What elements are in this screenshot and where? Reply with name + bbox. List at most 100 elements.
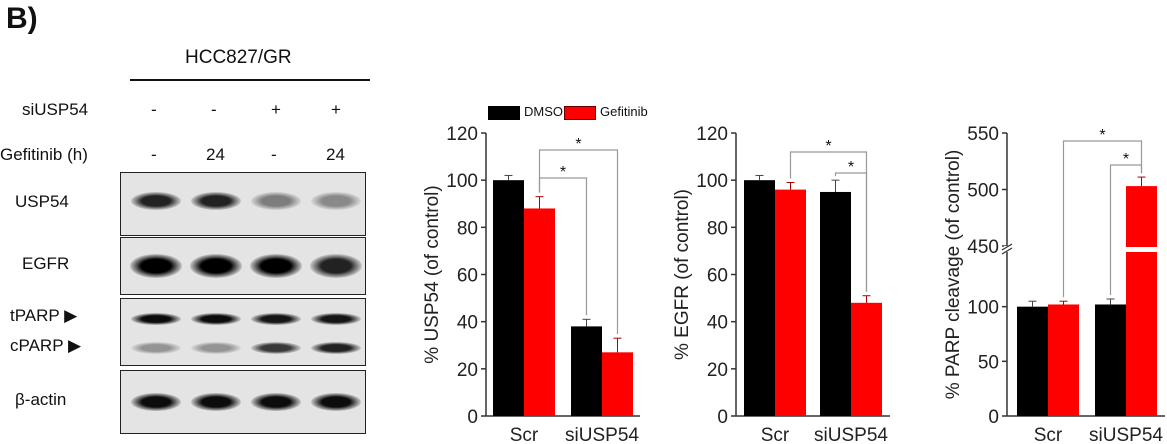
blot-row-value: 24 (206, 145, 225, 164)
bar (1048, 304, 1079, 416)
blot-row-label: siUSP54 (22, 100, 89, 119)
y-tick-label: 0 (467, 407, 478, 428)
blot-band (131, 192, 181, 210)
blot-panel (120, 370, 366, 434)
bar (1095, 304, 1126, 416)
blot-band (131, 393, 181, 411)
significance-bracket (1062, 140, 1143, 298)
blot-label: β-actin (15, 390, 67, 409)
blot-row-value: - (271, 145, 277, 164)
y-tick-label: 0 (717, 407, 728, 428)
y-tick-label: 450 (967, 237, 999, 258)
blot-row-value: 24 (326, 145, 345, 164)
bar (602, 352, 633, 416)
y-tick-label: 80 (707, 218, 728, 239)
x-tick-label: Scr (761, 425, 790, 444)
significance-bracket (538, 149, 619, 335)
y-tick-label: 20 (707, 360, 728, 381)
y-tick-label: 120 (446, 124, 478, 145)
axis-break-gap (1004, 246, 1012, 252)
significance-star: * (575, 136, 581, 153)
x-tick-label: siUSP54 (1089, 425, 1163, 444)
blot-row-value: - (211, 100, 217, 119)
bar (744, 180, 775, 416)
y-tick-label: 60 (457, 266, 478, 287)
x-tick-label: Scr (510, 425, 539, 444)
significance-bracket (1109, 164, 1143, 296)
bar (775, 189, 806, 416)
blot-row-value: + (271, 100, 281, 119)
bar-break-gap (1125, 247, 1158, 252)
blot-band (191, 393, 241, 411)
bar (1017, 306, 1048, 416)
y-tick-label: 100 (696, 171, 728, 192)
bar (524, 208, 555, 416)
x-tick-label: Scr (1034, 425, 1063, 444)
bar (493, 180, 524, 416)
significance-star: * (825, 138, 831, 155)
blot-band (310, 254, 362, 278)
blot-panel (120, 237, 366, 295)
blot-band (311, 393, 361, 411)
y-axis-label: % USP54 (of control) (422, 185, 443, 363)
y-tick-label: 0 (988, 407, 999, 428)
blot-band (130, 254, 182, 278)
legend-label-dmso: DMSO (524, 104, 563, 119)
blot-label: EGFR (22, 254, 70, 273)
y-tick-label: 500 (967, 181, 999, 202)
significance-star: * (560, 164, 566, 181)
y-tick-label: 120 (696, 124, 728, 145)
axis-break-mark (1001, 247, 1013, 255)
blot-band (191, 313, 241, 325)
y-tick-label: 550 (967, 124, 999, 145)
blot-row-value: - (151, 100, 157, 119)
blot-band (251, 192, 301, 210)
y-tick-label: 100 (446, 171, 478, 192)
bar (851, 302, 882, 416)
y-tick-label: 40 (457, 313, 478, 334)
blot-label: USP54 (15, 192, 69, 211)
blot-band (190, 254, 242, 278)
blot-band (311, 313, 361, 325)
blot-band (311, 342, 361, 354)
blot-band (251, 342, 301, 354)
blot-panel (120, 298, 366, 366)
blot-band (251, 313, 301, 325)
y-tick-label: 40 (707, 313, 728, 334)
blot-band (311, 192, 361, 210)
blot-row-label: Gefitinib (h) (0, 145, 88, 164)
significance-star: * (848, 159, 854, 176)
bar (571, 326, 602, 416)
legend-swatch-dmso (488, 106, 520, 120)
legend-swatch-gefitinib (564, 106, 596, 120)
blot-row-value: + (331, 100, 341, 119)
bar (1126, 186, 1157, 416)
blot-band (250, 254, 302, 278)
blot-row-value: - (151, 145, 157, 164)
significance-star: * (1123, 151, 1129, 168)
blot-label-tparp: tPARP ▶ (10, 306, 78, 325)
blot-label-cparp: cPARP ▶ (10, 336, 82, 355)
y-tick-label: 20 (457, 360, 478, 381)
y-axis-label: % EGFR (of control) (672, 189, 693, 360)
x-tick-label: siUSP54 (565, 425, 639, 444)
legend-label-gefitinib: Gefitinib (600, 104, 648, 119)
x-tick-label: siUSP54 (814, 425, 888, 444)
y-tick-label: 80 (457, 218, 478, 239)
axis-break-mark (1001, 243, 1013, 251)
blot-band (191, 342, 241, 354)
y-tick-label: 100 (967, 298, 999, 319)
blot-panel (120, 172, 366, 236)
significance-bracket (834, 172, 868, 292)
significance-star: * (1099, 127, 1105, 144)
panel-label: B) (6, 2, 38, 35)
blot-band (251, 393, 301, 411)
y-tick-label: 50 (978, 352, 999, 373)
cell-line-underline (130, 79, 370, 81)
blot-band (131, 342, 181, 354)
cell-line-label: HCC827/GR (185, 47, 292, 68)
bar (820, 191, 851, 416)
y-tick-label: 60 (707, 266, 728, 287)
